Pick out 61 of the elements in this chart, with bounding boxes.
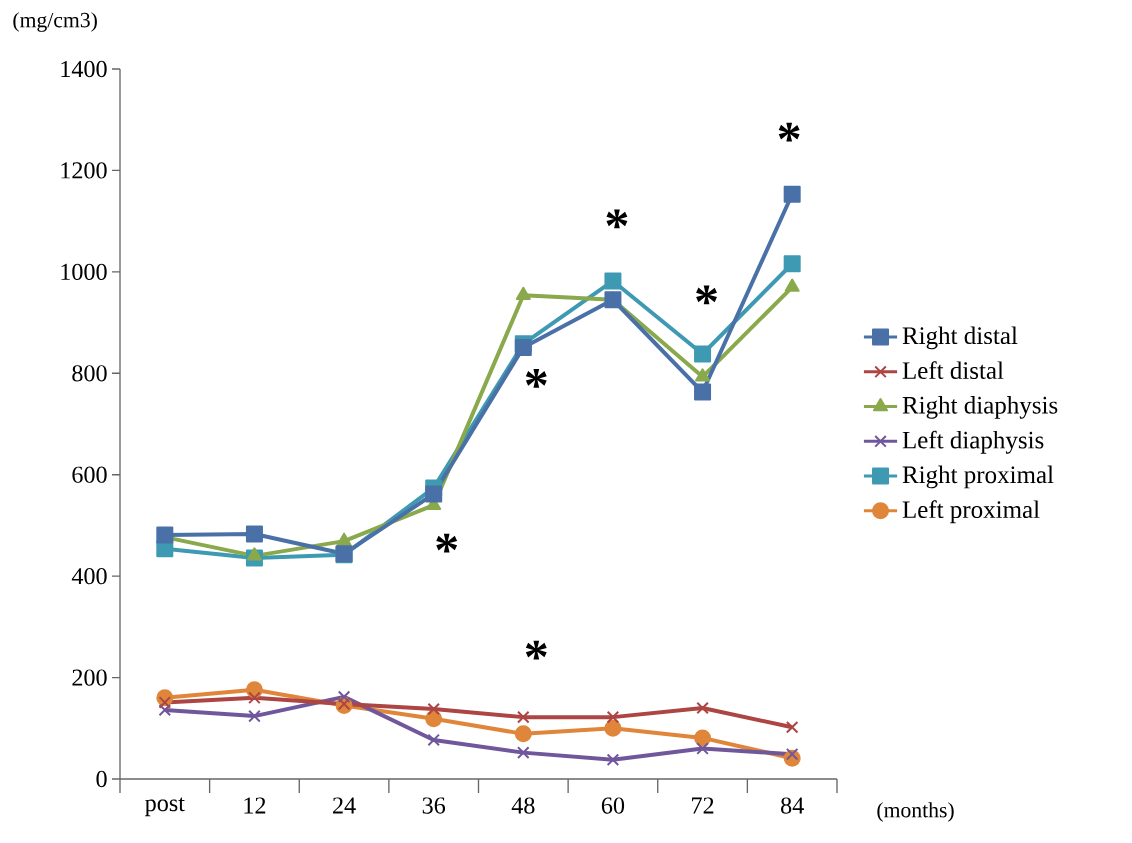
- y-tick-label: 200: [72, 669, 107, 686]
- annotation: *: [436, 533, 458, 553]
- legend-label: Left diaphysis: [902, 430, 1044, 454]
- point: [606, 710, 620, 724]
- x-tick-label: 36: [422, 797, 446, 814]
- legend-label: Right diaphysis: [902, 396, 1058, 419]
- x-tick-label: 72: [692, 797, 714, 814]
- annotation: *: [525, 640, 547, 660]
- x-tick-label: 48: [511, 797, 535, 814]
- y-tick-label: 1200: [61, 162, 107, 179]
- legend-label: Right proximal: [902, 465, 1054, 489]
- legend-label: Left proximal: [902, 500, 1040, 524]
- y-tick-label: 1000: [61, 263, 107, 281]
- point: [427, 702, 440, 716]
- point: [158, 696, 172, 709]
- legend-label: Left distal: [902, 361, 1004, 380]
- point: [515, 286, 531, 300]
- point: [158, 703, 172, 717]
- y-tick-label: 0: [96, 770, 107, 788]
- annotation: *: [525, 368, 547, 388]
- point: [337, 690, 351, 704]
- point: [696, 701, 709, 715]
- point: [336, 532, 352, 546]
- point: [604, 272, 622, 290]
- x-tick-label: 60: [601, 797, 625, 814]
- annotation: *: [696, 285, 717, 305]
- point: [784, 278, 800, 292]
- point: [604, 719, 622, 737]
- y-tick-label: 600: [72, 466, 107, 483]
- x-axis-title: (months): [877, 802, 954, 822]
- point: [427, 733, 440, 747]
- point: [425, 485, 443, 503]
- point: [604, 291, 622, 309]
- y-axis-title: (mg/cm3): [13, 12, 97, 32]
- point: [783, 185, 801, 203]
- point: [606, 753, 620, 767]
- annotation: *: [778, 122, 800, 142]
- point: [248, 691, 261, 705]
- point: [517, 710, 530, 724]
- x-tick-label: 24: [333, 797, 356, 814]
- point: [785, 747, 799, 761]
- point: [785, 720, 799, 734]
- point: [694, 729, 712, 747]
- legend-label: Right distal: [902, 326, 1018, 350]
- point: [245, 525, 263, 543]
- point: [246, 547, 262, 561]
- annotation: *: [606, 209, 628, 229]
- y-tick-label: 400: [71, 567, 107, 585]
- y-tick-label: 1400: [61, 60, 107, 78]
- point: [517, 746, 530, 759]
- x-tick-label: 84: [781, 797, 804, 814]
- x-tick-label: post: [145, 797, 185, 817]
- x-tick-label: 12: [244, 797, 266, 814]
- point: [694, 383, 712, 401]
- point: [695, 368, 711, 382]
- y-tick-label: 800: [72, 365, 107, 382]
- point: [514, 725, 532, 743]
- point: [694, 345, 712, 363]
- point: [696, 742, 709, 755]
- point: [248, 709, 261, 723]
- point: [783, 255, 801, 273]
